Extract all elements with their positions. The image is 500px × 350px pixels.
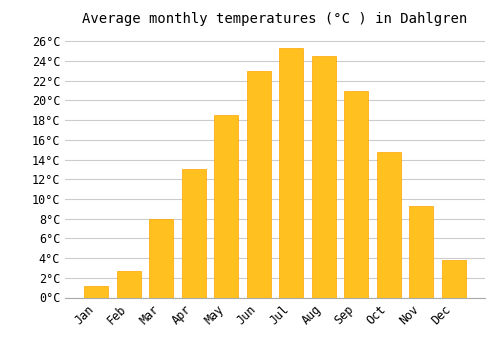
- Bar: [279, 48, 303, 298]
- Bar: [344, 91, 368, 298]
- Title: Average monthly temperatures (°C ) in Dahlgren: Average monthly temperatures (°C ) in Da…: [82, 12, 468, 26]
- Bar: [84, 286, 108, 298]
- Bar: [149, 219, 174, 298]
- Bar: [246, 71, 271, 298]
- Bar: [312, 56, 336, 298]
- Bar: [214, 115, 238, 298]
- Bar: [376, 152, 401, 298]
- Bar: [182, 169, 206, 298]
- Bar: [409, 206, 434, 298]
- Bar: [442, 260, 466, 298]
- Bar: [116, 271, 141, 298]
